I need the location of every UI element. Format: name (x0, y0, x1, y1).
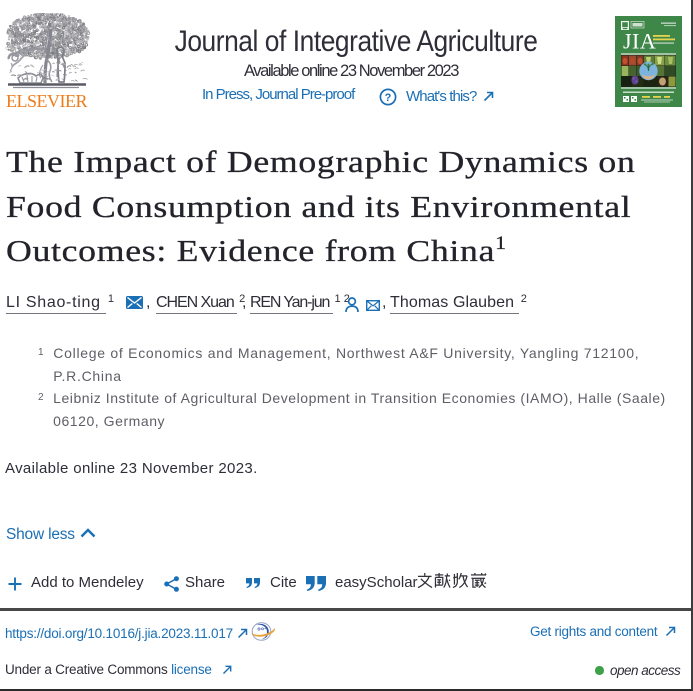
svg-text:JIA: JIA (623, 29, 656, 54)
svg-text:?: ? (385, 92, 392, 104)
